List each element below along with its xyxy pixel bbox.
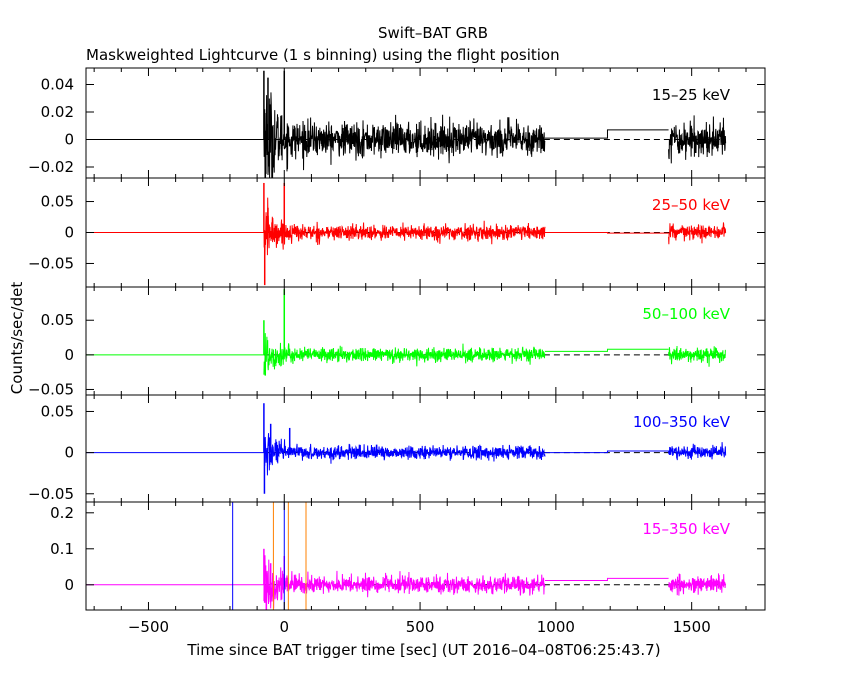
y-tick-label: −0.05 — [28, 254, 74, 272]
x-tick-label: 500 — [406, 618, 435, 636]
band-label: 25–50 keV — [652, 196, 731, 214]
series-post-gap — [668, 573, 727, 596]
series-post-gap — [668, 345, 726, 367]
series-post-gap — [668, 442, 727, 461]
y-tick-label: 0.05 — [41, 193, 74, 211]
y-tick-label: 0.2 — [50, 504, 74, 522]
y-tick-label: −0.05 — [28, 485, 74, 503]
panel-data-group — [86, 182, 727, 286]
series-burst — [263, 197, 546, 256]
series-gap-step — [545, 348, 669, 352]
band-label: 15–25 keV — [652, 86, 731, 104]
series-burst — [263, 433, 546, 476]
band-label: 100–350 keV — [633, 413, 731, 431]
x-tick-label: −500 — [128, 618, 169, 636]
x-axis-label: Time since BAT trigger time [sec] (UT 20… — [186, 641, 660, 659]
series-gap-step — [545, 450, 669, 454]
series-gap-step — [545, 577, 669, 581]
y-tick-label: 0 — [64, 346, 74, 364]
panel-data-group — [86, 70, 727, 178]
chart-subtitle: Maskweighted Lightcurve (1 s binning) us… — [86, 46, 560, 64]
panels-group: −0.02 0 0.02 0.04 15–25 keV −0.05 0 0.05 25–50 k… — [28, 67, 766, 636]
x-tick-label: 1500 — [673, 618, 711, 636]
y-tick-label: 0.05 — [41, 311, 74, 329]
panel-data-group — [86, 289, 726, 376]
panel-1: −0.02 0 0.02 0.04 15–25 keV — [28, 67, 766, 179]
y-tick-label: 0 — [64, 444, 74, 462]
y-tick-label: −0.02 — [28, 158, 74, 176]
band-label: 50–100 keV — [642, 305, 730, 323]
panel-2: −0.05 0 0.05 25–50 keV — [28, 177, 766, 288]
panel-5: 0 0.1 0.2 15–350 keV — [50, 501, 766, 611]
panel-data-group — [86, 502, 727, 610]
y-tick-label: −0.05 — [28, 380, 74, 398]
x-tick-label: 1000 — [537, 618, 575, 636]
panel-frame — [85, 286, 766, 396]
y-tick-label: 0.04 — [41, 76, 74, 94]
panel-data-group — [86, 403, 727, 494]
y-tick-label: 0.02 — [41, 103, 74, 121]
series-gap-step — [545, 129, 669, 139]
y-tick-label: 0 — [64, 131, 74, 149]
panel-4: −0.05 0 0.05 100–350 keV — [28, 394, 766, 503]
panel-3: −0.05 0 0.05 50–100 keV — [28, 286, 766, 398]
series-post-gap — [668, 115, 727, 164]
series-burst — [263, 333, 546, 375]
chart-title: Swift–BAT GRB — [378, 24, 488, 42]
band-label: 15–350 keV — [642, 520, 730, 538]
x-tick-label: 0 — [279, 618, 289, 636]
y-tick-label: 0.1 — [50, 540, 74, 558]
y-tick-label: 0 — [64, 224, 74, 242]
series-gap-step — [545, 232, 669, 234]
y-axis-label: Counts/sec/det — [8, 282, 26, 395]
series-post-gap — [668, 222, 727, 245]
series-burst — [263, 92, 546, 178]
panel-frame — [85, 501, 766, 611]
y-tick-label: 0.05 — [41, 402, 74, 420]
series-burst — [263, 555, 546, 610]
panel-frame — [85, 67, 766, 179]
y-tick-label: 0 — [64, 576, 74, 594]
